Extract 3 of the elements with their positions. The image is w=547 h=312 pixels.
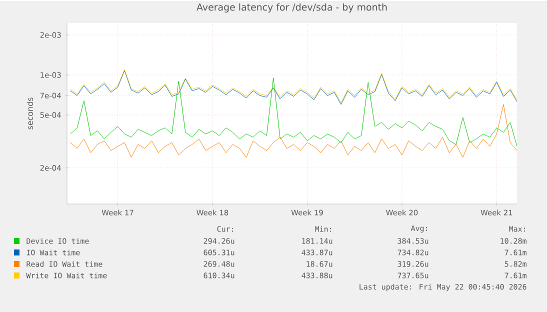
- chart-title: Average latency for /dev/sda - by month: [196, 3, 387, 12]
- line-series: [70, 104, 517, 158]
- line-series: [70, 78, 517, 147]
